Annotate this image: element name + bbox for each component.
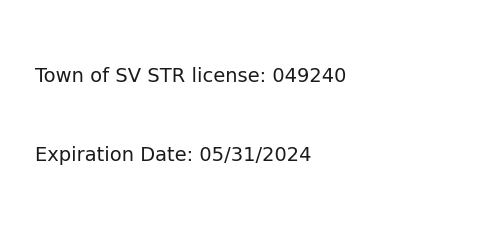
Text: Expiration Date: 05/31/2024: Expiration Date: 05/31/2024 [35, 146, 311, 165]
Text: Town of SV STR license: 049240: Town of SV STR license: 049240 [35, 67, 346, 86]
